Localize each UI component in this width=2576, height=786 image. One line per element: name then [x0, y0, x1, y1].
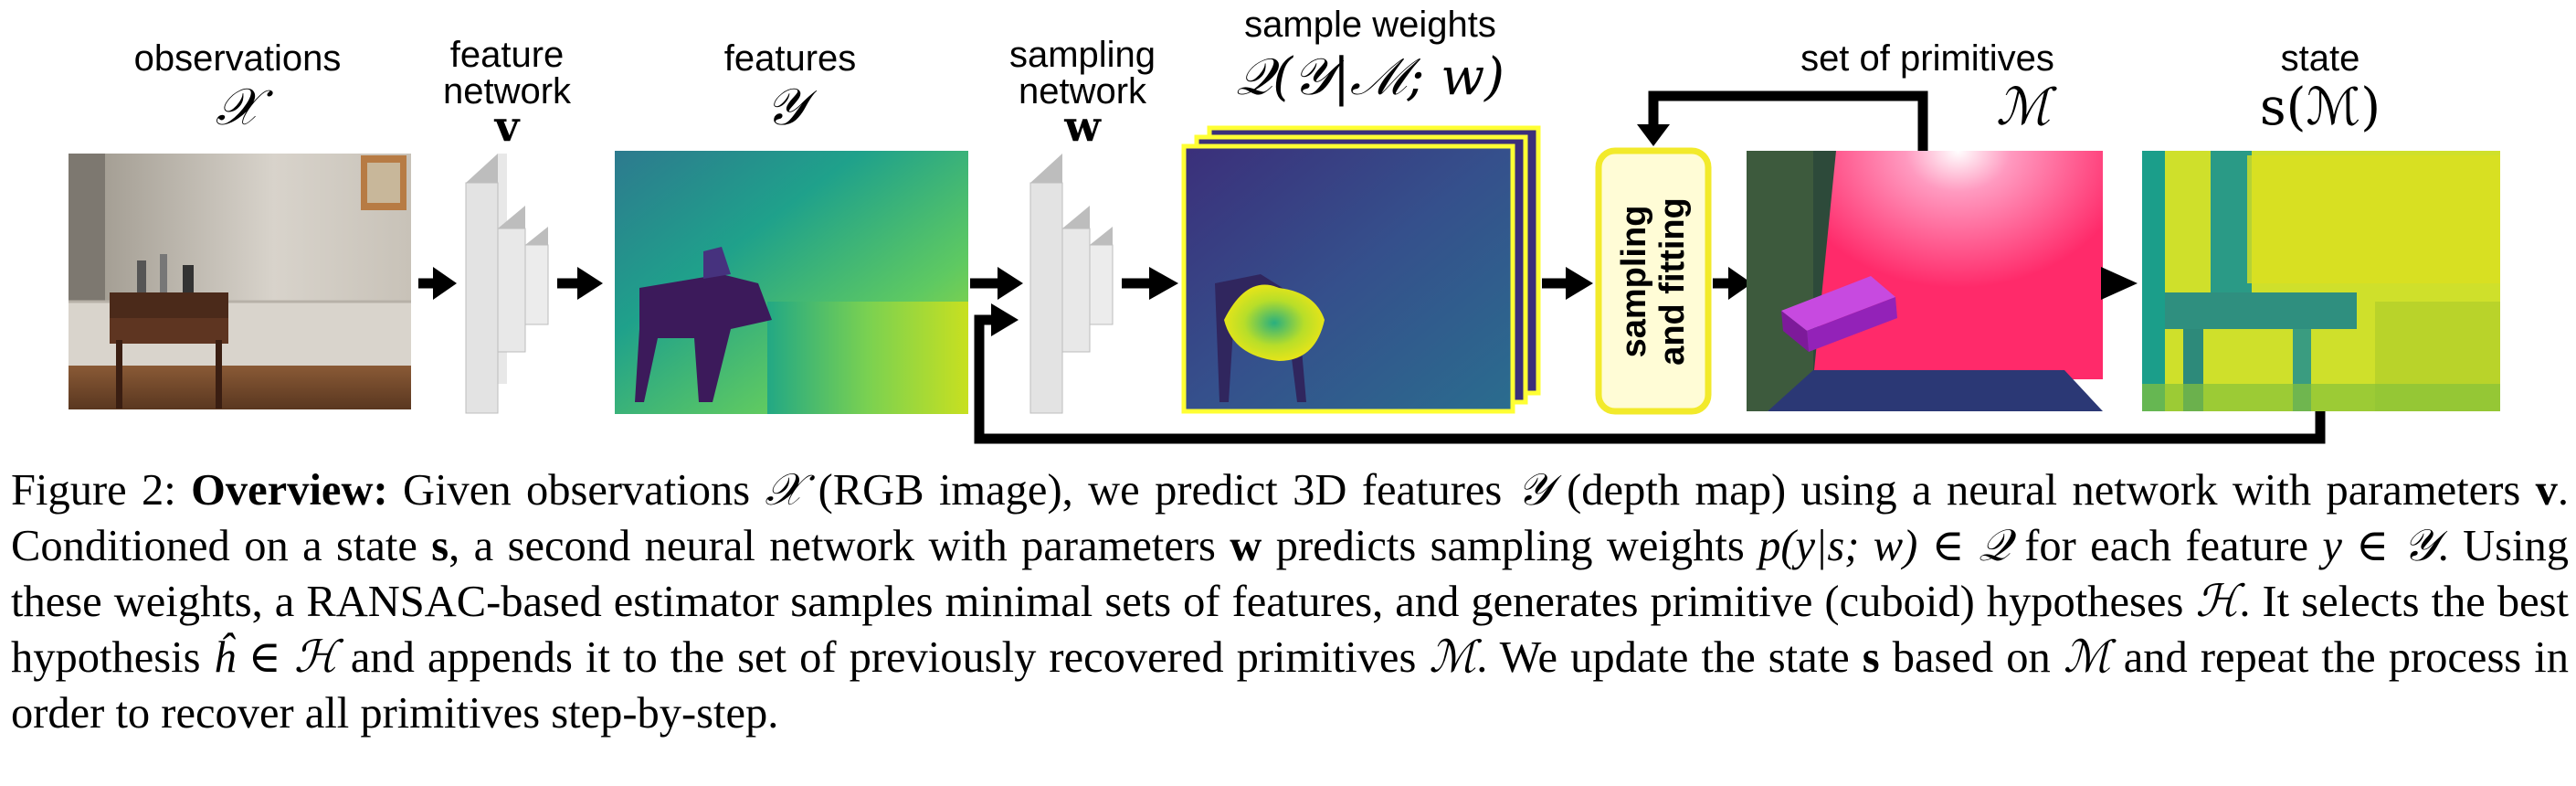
figure-caption: Figure 2: Overview: Given observations 𝒳… — [11, 462, 2569, 741]
feature-network-symbol: v — [494, 101, 520, 151]
sampling-network-label-2: network — [1018, 71, 1147, 112]
caption-text-12: based on — [1892, 633, 2051, 682]
caption-text-3: (depth map) using a neural network with … — [1567, 466, 2521, 515]
caption-sym-y: 𝒴 — [1516, 466, 1552, 515]
feature-network-label-2: network — [442, 71, 572, 112]
state-image — [2142, 151, 2500, 411]
features-depth-map — [615, 151, 968, 414]
primitives-label: set of primitives — [1800, 38, 2054, 79]
caption-sym-p: p(y|s; w) ∈ 𝒬 — [1758, 522, 2011, 570]
sample-weights-symbol: 𝒬(𝒴|ℳ; w) — [1236, 48, 1504, 107]
caption-text-4: . Conditioned on a state — [11, 466, 2570, 570]
observations-image — [69, 154, 411, 409]
caption-sym-v: v — [2535, 466, 2558, 515]
caption-text-9: . It selects the best hypothesis — [11, 578, 2570, 682]
sampling-fitting-box — [1595, 147, 1712, 415]
state-symbol: s(ℳ) — [2259, 78, 2381, 137]
caption-text-13: and repeat the process in order to recov… — [11, 633, 2569, 738]
caption-sym-w: w — [1230, 522, 1262, 570]
sample-weights-stack — [1181, 125, 1541, 414]
figure-graphics — [69, 90, 2500, 444]
features-symbol: 𝒴 — [765, 78, 806, 137]
sample-weights-label: sample weights — [1244, 5, 1496, 45]
observations-label: observations — [133, 38, 342, 79]
caption-sym-y-in: y ∈ 𝒴 — [2322, 522, 2438, 570]
feature-network-label-1: feature — [449, 35, 565, 75]
caption-sym-m-2: ℳ — [2063, 633, 2111, 682]
caption-text-10: and appends it to the set of previously … — [350, 633, 1417, 682]
arrow-state-to-sampling-net — [974, 314, 2326, 444]
features-label: features — [723, 38, 857, 79]
caption-sym-m-1: ℳ — [1429, 633, 1477, 682]
sampling-fitting-line-2: and fitting — [1653, 197, 1692, 366]
caption-sym-h-best: ĥ ∈ ℋ — [213, 633, 338, 682]
arrow-primitives-to-fitting — [1648, 90, 1928, 160]
primitives-render — [1747, 151, 2103, 411]
sampling-network-diagram — [1029, 154, 1114, 414]
sampling-fitting-line-1: sampling — [1615, 205, 1653, 358]
caption-text-1: Given observations — [403, 466, 751, 515]
caption-sym-s-2: s — [1862, 633, 1880, 682]
state-label: state — [2280, 38, 2360, 79]
sampling-network-label-1: sampling — [1008, 35, 1156, 75]
caption-text-8: . Using these weights, a RANSAC-based es… — [11, 522, 2569, 626]
arrow-head — [433, 267, 457, 300]
overview-figure: observations 𝒳 feature network v feature… — [69, 5, 2500, 444]
caption-sym-s: s — [431, 522, 449, 570]
sampling-fitting-text: sampling and fitting — [1615, 163, 1692, 400]
caption-text-7: for each feature — [2024, 522, 2308, 570]
caption-text-6: predicts sampling weights — [1275, 522, 1745, 570]
feature-network-diagram — [465, 154, 549, 414]
observations-symbol: 𝒳 — [215, 78, 260, 137]
sampling-network-symbol: w — [1064, 101, 1101, 151]
caption-text-2: (RGB image), we predict 3D features — [818, 466, 1503, 515]
caption-fig-label: Figure 2: — [11, 466, 176, 515]
caption-sym-x: 𝒳 — [765, 466, 804, 515]
caption-sym-h-set: ℋ — [2195, 578, 2240, 626]
primitives-symbol: ℳ — [1996, 78, 2051, 137]
caption-title: Overview: — [191, 466, 388, 515]
caption-text-11: . We update the state — [1476, 633, 1850, 682]
caption-text-5: , a second neural network with parameter… — [449, 522, 1216, 570]
